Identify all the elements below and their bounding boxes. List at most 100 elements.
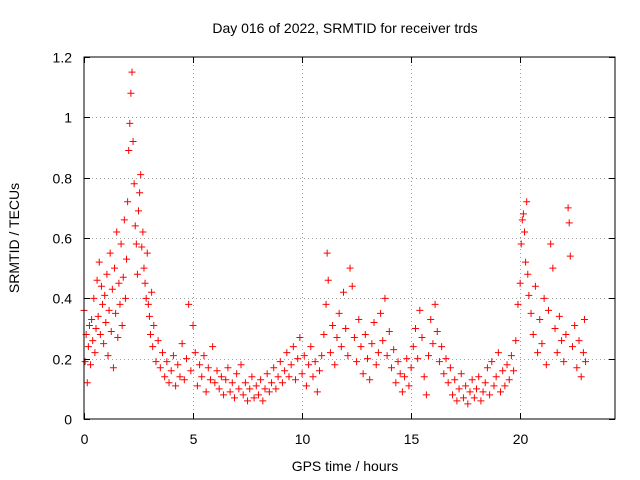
data-point <box>387 364 395 372</box>
data-point <box>544 306 552 314</box>
data-point <box>538 340 546 348</box>
data-point <box>235 385 243 393</box>
data-point <box>109 364 117 372</box>
data-point <box>265 388 273 396</box>
data-point <box>215 385 223 393</box>
data-point <box>531 282 539 290</box>
data-point <box>318 352 326 360</box>
data-point <box>156 364 164 372</box>
x-tick-label: 5 <box>190 431 198 447</box>
data-point <box>104 352 112 360</box>
data-point <box>479 388 487 396</box>
data-point <box>128 68 136 76</box>
x-tick-label: 10 <box>295 431 311 447</box>
data-point <box>116 300 124 308</box>
x-axis-label: GPS time / hours <box>292 458 399 474</box>
data-point <box>239 391 247 399</box>
data-point <box>431 300 439 308</box>
data-point <box>263 370 271 378</box>
data-point <box>394 358 402 366</box>
data-point <box>514 300 522 308</box>
data-point <box>524 270 532 278</box>
data-point <box>130 180 138 188</box>
data-point <box>84 343 92 351</box>
x-tick-label: 15 <box>404 431 420 447</box>
data-point <box>529 331 537 339</box>
data-point <box>438 343 446 351</box>
data-point <box>560 358 568 366</box>
data-point <box>144 300 152 308</box>
y-axis-label: SRMTID / TECUs <box>6 183 22 293</box>
data-point <box>579 349 587 357</box>
data-point <box>464 400 472 408</box>
data-point <box>470 394 478 402</box>
data-point <box>342 325 350 332</box>
data-point <box>307 343 315 351</box>
data-point <box>125 147 133 155</box>
data-point <box>392 379 400 387</box>
y-tick-label: 0 <box>64 412 72 428</box>
data-point <box>326 349 334 357</box>
data-point <box>276 358 284 366</box>
data-point <box>198 373 206 381</box>
data-point <box>536 315 544 323</box>
data-point <box>335 309 343 317</box>
data-point <box>313 388 321 396</box>
data-point <box>115 279 123 287</box>
data-point <box>189 321 197 329</box>
data-point <box>440 370 448 378</box>
x-tick-label: 20 <box>513 431 529 447</box>
data-point <box>516 279 524 287</box>
data-point <box>95 258 103 266</box>
data-point <box>193 382 201 390</box>
data-point <box>444 379 452 387</box>
data-point <box>568 343 576 351</box>
data-point <box>174 361 182 369</box>
data-point <box>97 282 105 290</box>
data-point <box>281 367 289 375</box>
data-point <box>455 385 463 393</box>
data-point <box>492 373 500 381</box>
data-point <box>390 346 398 354</box>
data-point <box>230 394 238 402</box>
data-point <box>289 343 297 351</box>
data-point <box>499 367 507 375</box>
data-point <box>316 367 324 375</box>
data-point <box>565 219 573 227</box>
data-point <box>118 321 126 329</box>
data-point <box>507 352 515 360</box>
data-point <box>540 294 548 302</box>
data-point <box>372 361 380 369</box>
data-point <box>324 276 332 284</box>
y-tick-label: 1.2 <box>53 50 73 66</box>
data-point <box>178 340 186 348</box>
data-point <box>99 300 107 308</box>
data-point <box>169 352 177 360</box>
data-point <box>261 385 269 393</box>
data-point <box>477 397 485 405</box>
data-point <box>103 270 111 278</box>
data-point <box>564 204 572 212</box>
data-point <box>147 331 155 339</box>
data-point <box>368 340 376 348</box>
data-point <box>140 264 148 272</box>
data-point <box>278 379 286 387</box>
data-point <box>228 379 236 387</box>
data-point <box>459 394 467 402</box>
data-point <box>331 361 339 369</box>
y-tick-label: 0.4 <box>53 291 73 307</box>
data-point <box>363 355 371 363</box>
axis-ticks <box>84 57 615 420</box>
data-point <box>226 388 234 396</box>
data-point <box>320 331 328 339</box>
data-point <box>135 207 143 215</box>
data-point <box>518 216 526 224</box>
data-point <box>124 198 132 206</box>
data-point <box>217 373 225 381</box>
data-point <box>248 373 256 381</box>
y-tick-label: 1 <box>64 110 72 126</box>
data-point <box>161 373 169 381</box>
data-point <box>490 382 498 390</box>
data-point <box>433 328 441 336</box>
data-point <box>411 325 419 332</box>
